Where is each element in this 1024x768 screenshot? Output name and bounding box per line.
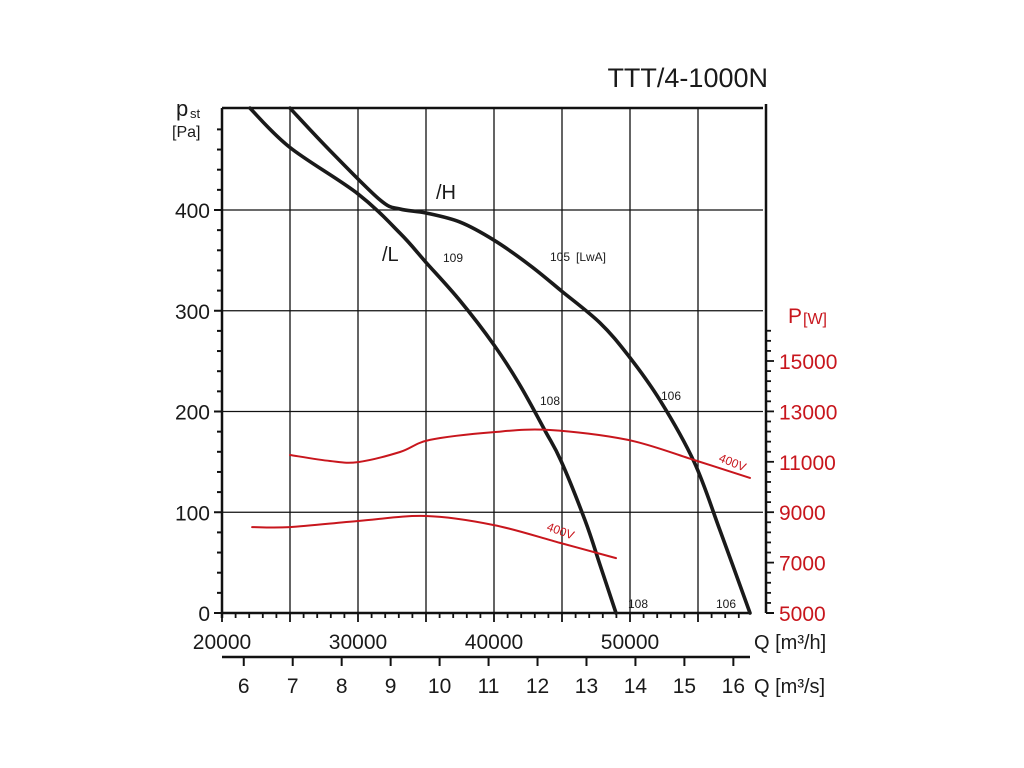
x-secondary-unit: Q [m³/s] [754, 676, 825, 698]
y-left-label-sub: st [190, 106, 201, 121]
pressure-curve-l [248, 106, 618, 615]
curve-label-h: /H [436, 182, 456, 204]
power-curve-h-400v [289, 428, 751, 479]
y-left-tick-label: 0 [198, 603, 210, 626]
x-secondary-tick-label: 12 [526, 675, 549, 698]
axes: 0 100 200 300 400 20000 30000 40000 50000 6 7 8 9 10 1… [175, 104, 837, 698]
y-left-tick-label: 100 [175, 502, 210, 525]
x-secondary-tick-label: 7 [287, 675, 299, 698]
y-left-tick-label: 300 [175, 301, 210, 324]
x-secondary-tick-label: 11 [478, 675, 500, 698]
y-right-unit: [W] [803, 311, 827, 328]
x-primary-unit: Q [m³/h] [754, 632, 826, 654]
y-right-label: P [788, 305, 802, 328]
grid-lines [222, 108, 763, 613]
voltage-label-upper: 400V [717, 451, 748, 474]
y-right-tick-label: 9000 [779, 502, 826, 525]
x-secondary-tick-label: 8 [336, 675, 348, 698]
chart-title: TTT/4-1000N [607, 63, 768, 93]
x-secondary-tick-label: 10 [428, 675, 451, 698]
curves [248, 106, 752, 615]
x-secondary-tick-label: 9 [385, 675, 397, 698]
y-right-tick-label: 5000 [779, 603, 826, 626]
y-left-tick-label: 200 [175, 402, 210, 425]
x-secondary-tick-label: 15 [673, 675, 696, 698]
y-left-label: p [176, 96, 188, 121]
noise-label-106-bottom: 106 [716, 597, 736, 611]
noise-label-105: 105 [550, 250, 570, 264]
y-left-unit: [Pa] [172, 124, 200, 141]
curve-label-l: /L [382, 244, 399, 266]
noise-label-108-top: 108 [540, 394, 560, 408]
y-left-tick-label: 400 [175, 200, 210, 223]
x-primary-tick-label: 20000 [193, 631, 251, 654]
pressure-curve-h [288, 106, 752, 615]
y-right-tick-label: 11000 [779, 452, 836, 475]
y-right-tick-label: 15000 [779, 351, 837, 374]
y-right-tick-label: 13000 [779, 401, 837, 424]
x-secondary-tick-label: 6 [238, 675, 250, 698]
x-primary-tick-label: 50000 [601, 631, 659, 654]
y-right-tick-label: 7000 [779, 553, 826, 576]
x-secondary-tick-label: 13 [575, 675, 598, 698]
x-secondary-tick-label: 16 [722, 675, 745, 698]
noise-label-108-bottom: 108 [628, 597, 648, 611]
noise-label-106-top: 106 [661, 389, 681, 403]
noise-unit-lwa: [LwA] [576, 250, 606, 264]
x-primary-tick-label: 40000 [465, 631, 523, 654]
power-curve-l-400v [251, 514, 617, 560]
x-secondary-tick-label: 14 [624, 675, 648, 698]
noise-label-109: 109 [443, 251, 463, 265]
x-primary-tick-label: 30000 [329, 631, 387, 654]
